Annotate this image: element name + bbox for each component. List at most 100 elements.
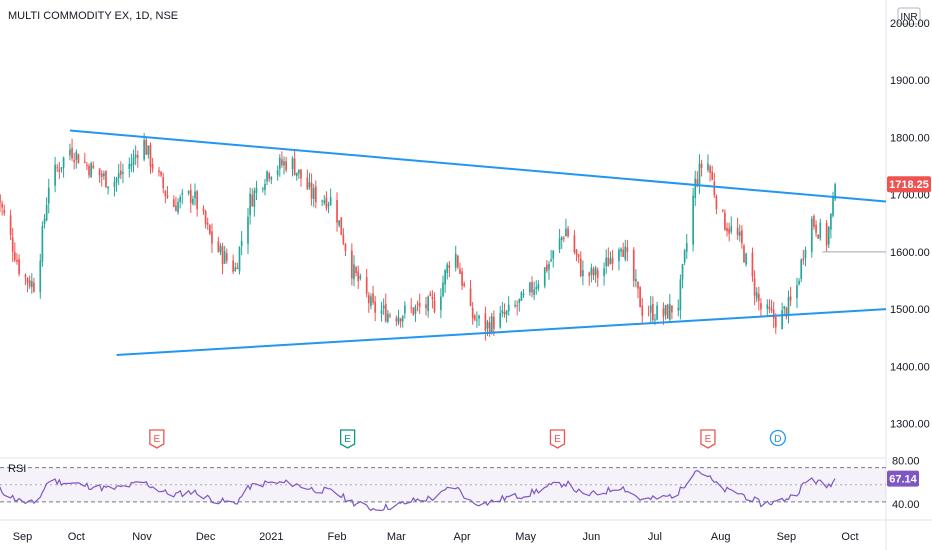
candle-body <box>264 183 266 190</box>
candle-body <box>728 228 730 234</box>
candle-body <box>626 247 629 252</box>
candle-body <box>234 267 237 271</box>
candle-body <box>293 158 296 175</box>
candle-body <box>429 293 432 296</box>
candle-body <box>24 274 27 278</box>
candle-body <box>149 144 152 167</box>
candle-body <box>520 292 523 301</box>
candle-body <box>772 309 775 319</box>
candle-body <box>694 178 697 198</box>
candle-body <box>172 199 175 207</box>
candle-body <box>484 313 487 331</box>
trendline-upper[interactable] <box>69 129 887 203</box>
candle-body <box>546 264 548 271</box>
candle-body <box>774 316 777 328</box>
price-axis[interactable]: 2000.00 1900.00 1800.00 1700.00 1600.00 1500.… <box>890 18 930 431</box>
trendline-lower[interactable] <box>116 308 887 356</box>
candle-body <box>278 157 281 170</box>
candle-body <box>71 148 73 159</box>
currency-badge[interactable]: INR <box>897 7 921 25</box>
event-marker-earnings[interactable]: E <box>549 429 566 449</box>
candle-body <box>817 234 820 239</box>
candle-body <box>637 281 639 289</box>
candle-body <box>33 282 35 292</box>
candle-body <box>132 157 135 165</box>
candle-body <box>410 307 413 309</box>
candle-body <box>54 164 56 186</box>
candle-body <box>312 188 315 200</box>
candle-body <box>238 247 241 272</box>
candle-body <box>128 164 131 169</box>
event-marker-label: E <box>554 434 561 445</box>
event-marker-earnings[interactable]: E <box>339 429 356 449</box>
candle-body <box>365 277 368 294</box>
candle-body <box>473 315 476 320</box>
candle-body <box>0 194 1 204</box>
candle-body <box>552 250 555 259</box>
candle-body <box>798 280 800 285</box>
last-price-badge: 1718.25 <box>887 176 931 193</box>
price-axis-tick-1: 1900.00 <box>890 75 930 87</box>
candle-body <box>456 255 459 268</box>
candle-body <box>537 284 540 289</box>
candle-body <box>796 285 798 298</box>
candle-body <box>134 154 137 158</box>
event-marker-earnings[interactable]: E <box>149 429 165 449</box>
candle-body <box>753 278 756 296</box>
candle-body <box>698 163 701 187</box>
candle-body <box>493 316 495 329</box>
candle-body <box>266 171 268 182</box>
candle-body <box>351 250 353 279</box>
candle-body <box>295 172 298 177</box>
candle-body <box>77 154 80 164</box>
candle-body <box>726 228 728 232</box>
candle-body <box>179 196 182 202</box>
candle-body <box>355 267 357 274</box>
event-marker-dividend[interactable]: D <box>769 429 787 447</box>
rsi-legend[interactable]: RSI <box>8 463 26 475</box>
candle-body <box>147 145 150 155</box>
candle-body <box>268 173 271 179</box>
event-marker-earnings[interactable]: E <box>700 429 716 449</box>
candle-body <box>357 271 360 281</box>
candle-body <box>321 200 324 202</box>
candle-body <box>787 296 790 316</box>
candle-body <box>562 238 565 240</box>
candle-body <box>221 246 224 265</box>
candle-body <box>103 173 105 177</box>
time-axis-tick-8: May <box>515 531 536 543</box>
candle-body <box>624 246 627 260</box>
candle-body <box>516 305 519 307</box>
candle-body <box>43 218 46 224</box>
candle-body <box>380 310 383 314</box>
candle-body <box>662 308 665 317</box>
candle-body <box>145 139 148 155</box>
time-axis-tick-13: Oct <box>841 531 858 543</box>
time-axis[interactable]: Sep Oct Nov Dec 2021 Feb Mar Apr May Jun Jul Aug Sep… <box>13 531 859 543</box>
candle-body <box>427 296 430 312</box>
candle-body <box>73 160 76 163</box>
candle-body <box>403 305 406 314</box>
candle-body <box>656 305 658 320</box>
price-axis-tick-4: 1600.00 <box>890 247 930 259</box>
candle-body <box>649 305 652 313</box>
candle-body <box>548 263 550 270</box>
candle-body <box>314 186 317 203</box>
candle-body <box>700 163 703 168</box>
candle-body <box>486 321 489 329</box>
candle-body <box>611 257 614 264</box>
candle-body <box>507 304 510 312</box>
candle-body <box>573 235 576 253</box>
candle-body <box>433 300 436 312</box>
candle-body <box>745 253 747 265</box>
candle-body <box>387 313 389 322</box>
candle-body <box>596 270 599 278</box>
candle-body <box>813 216 815 227</box>
candle-body <box>395 318 398 322</box>
candle-body <box>412 307 415 315</box>
candle-body <box>768 307 771 310</box>
trendlines-group <box>69 129 887 356</box>
candle-body <box>770 308 773 311</box>
candle-body <box>11 237 14 252</box>
